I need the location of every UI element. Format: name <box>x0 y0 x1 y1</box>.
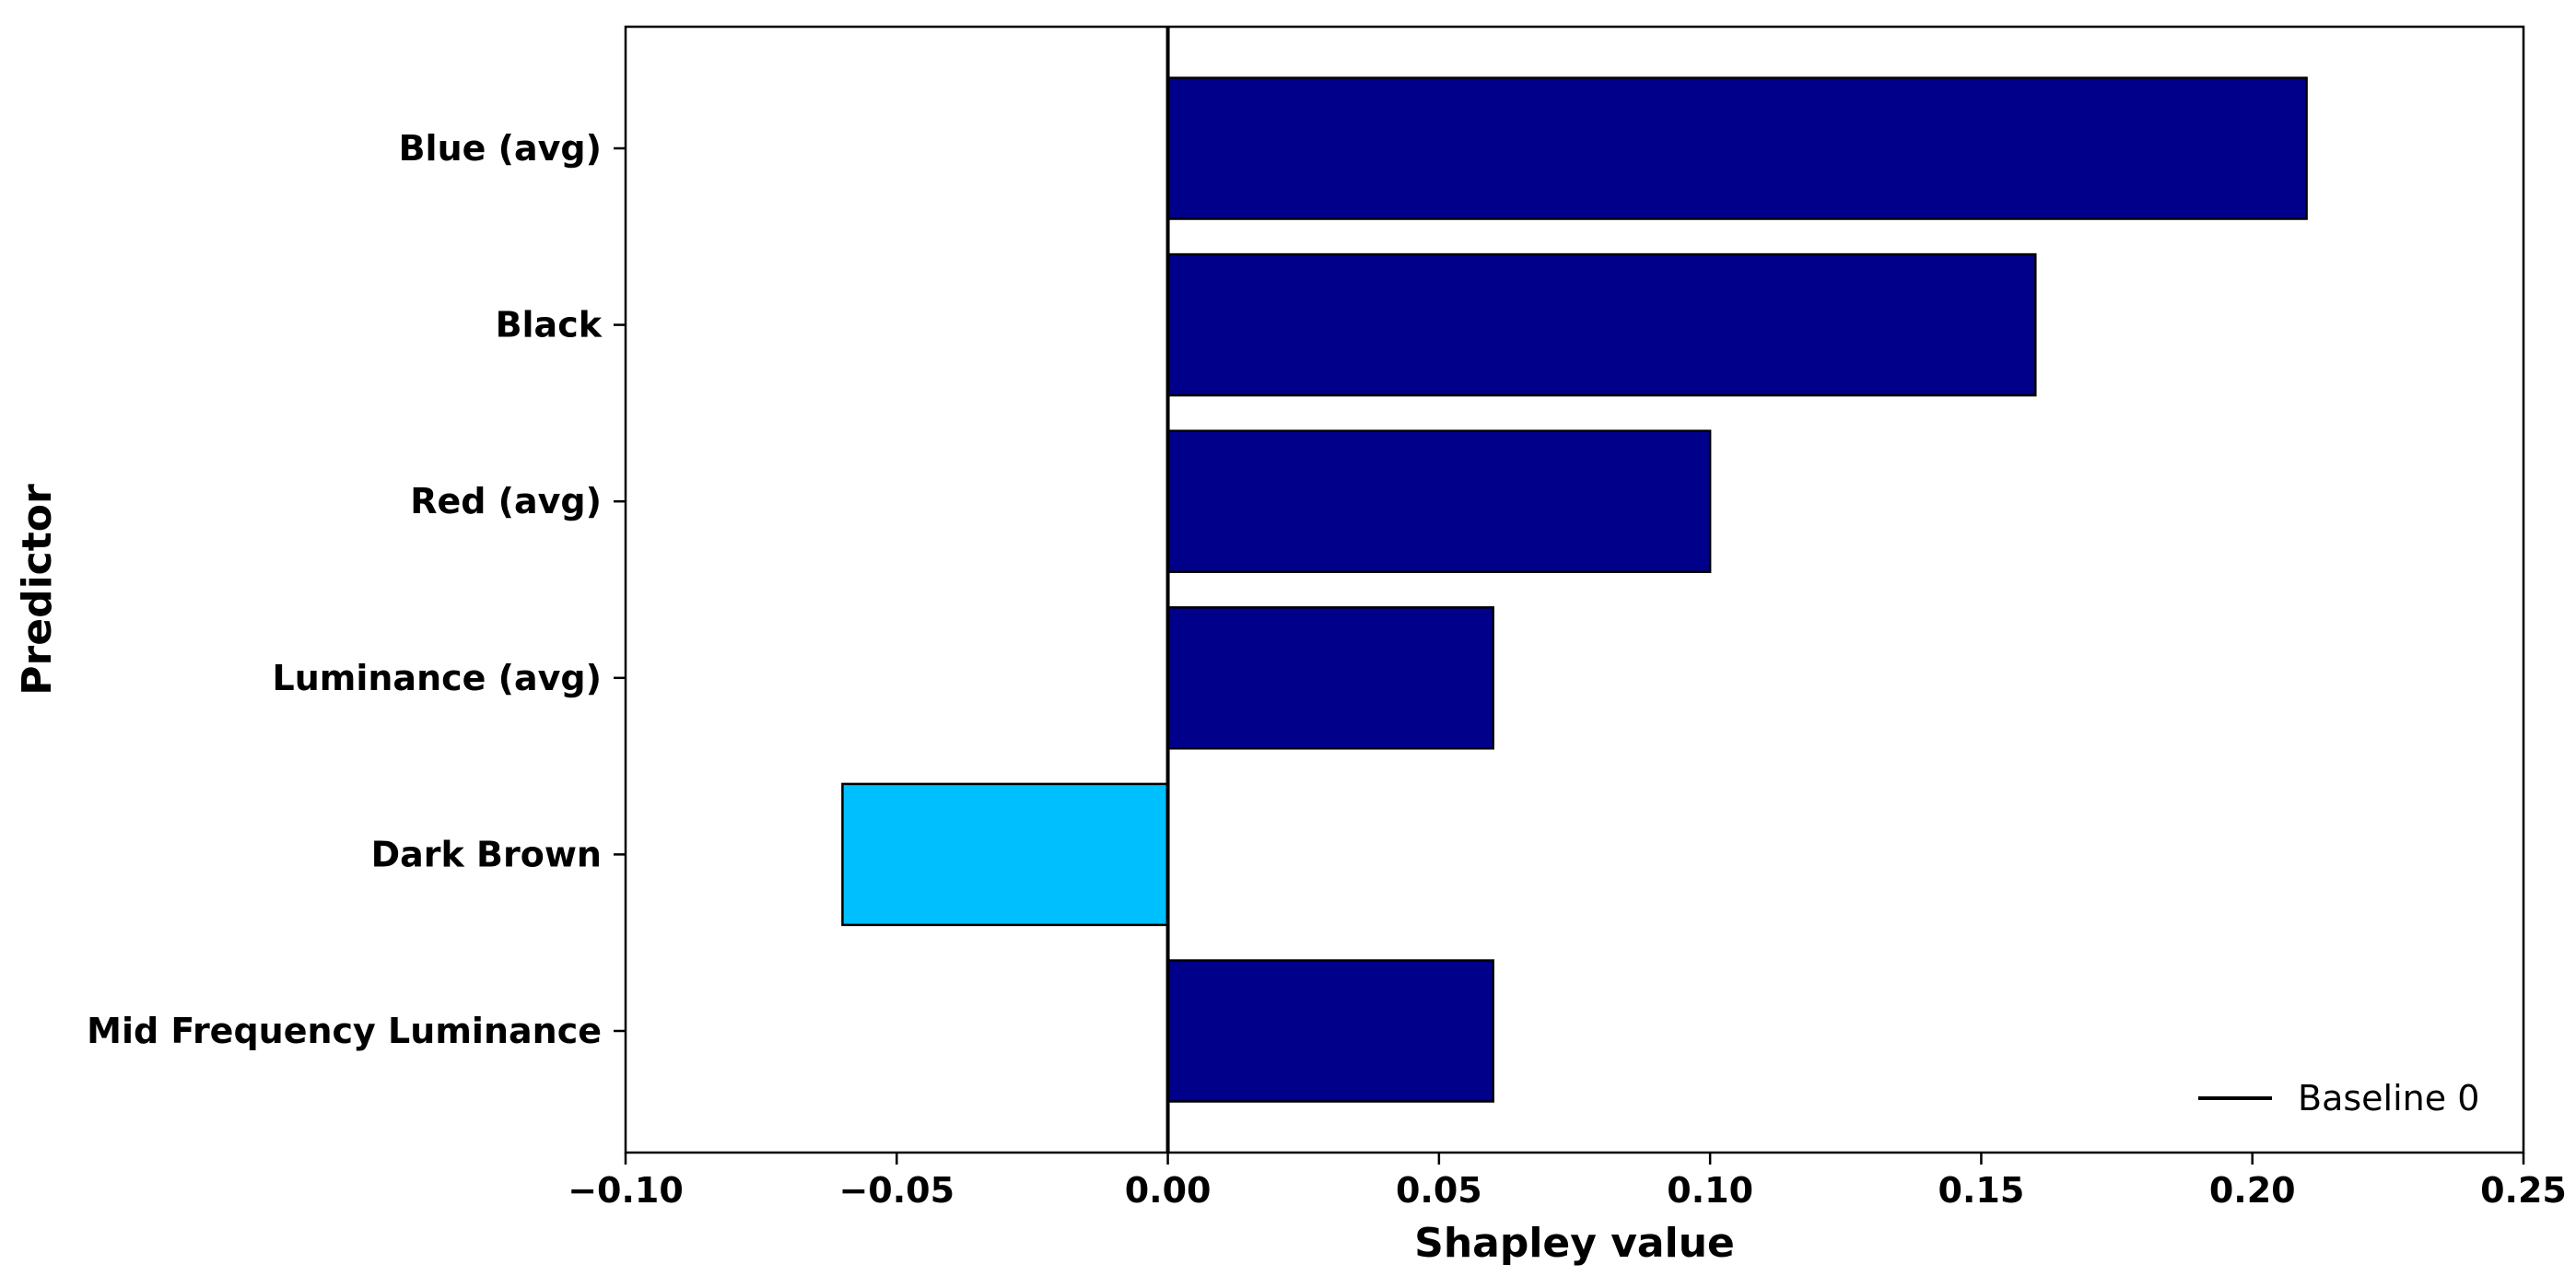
x-tick-label-5: 0.15 <box>1938 1170 2025 1211</box>
plot-frame <box>624 25 2525 1154</box>
y-tick-label-2: Red (avg) <box>410 481 602 521</box>
x-tick-label-2: 0.00 <box>1125 1170 1212 1211</box>
legend: Baseline 0 <box>2198 1078 2479 1118</box>
x-tick-label-4: 0.10 <box>1667 1170 1753 1211</box>
x-tick-label-6: 0.20 <box>2209 1170 2296 1211</box>
y-tick-label-0: Blue (avg) <box>399 128 602 169</box>
bar-4 <box>841 782 1169 927</box>
bar-2 <box>1166 429 1712 573</box>
y-axis-title: Predictor <box>14 484 61 696</box>
bar-0 <box>1166 76 2308 220</box>
y-tick-label-4: Dark Brown <box>371 834 602 874</box>
x-axis-title: Shapley value <box>1414 1220 1735 1267</box>
legend-baseline-label: Baseline 0 <box>2298 1078 2479 1118</box>
y-axis-ticks: Blue (avg) Black Red (avg) Luminance (avg) D… <box>87 128 626 1051</box>
x-tick-label-1: −0.05 <box>838 1170 954 1211</box>
y-tick-label-1: Black <box>496 305 603 345</box>
x-tick-label-7: 0.25 <box>2480 1170 2567 1211</box>
y-tick-label-5: Mid Frequency Luminance <box>87 1011 602 1051</box>
bar-1 <box>1166 252 2037 397</box>
bar-3 <box>1166 606 1494 750</box>
bars-layer <box>841 76 2308 1103</box>
x-axis-ticks: −0.10 −0.05 0.00 0.05 0.10 0.15 0.20 0.25 <box>568 1153 2567 1211</box>
x-tick-label-3: 0.05 <box>1396 1170 1482 1211</box>
bar-5 <box>1166 959 1494 1103</box>
y-tick-label-3: Luminance (avg) <box>272 658 602 698</box>
x-tick-label-0: −0.10 <box>568 1170 684 1211</box>
